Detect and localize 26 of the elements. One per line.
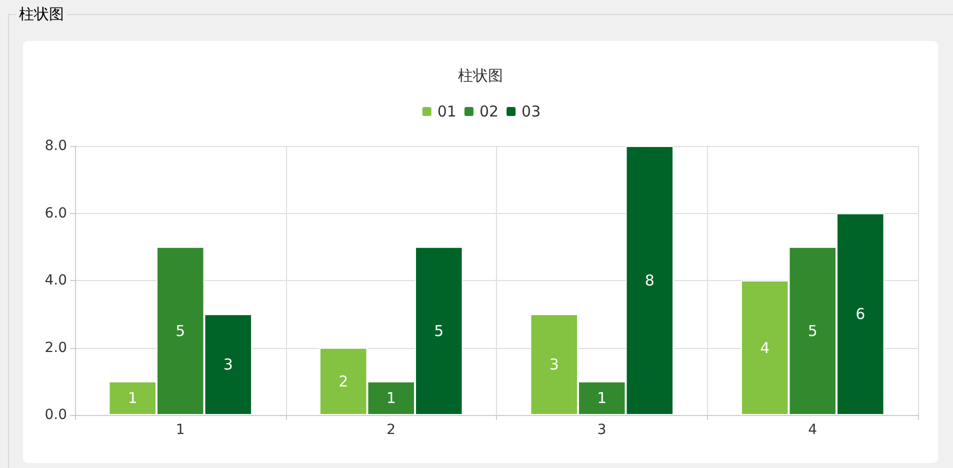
legend-label: 03: [522, 102, 541, 120]
data-label: 3: [223, 356, 233, 374]
x-tick-label: 3: [597, 422, 606, 438]
data-label: 6: [856, 305, 866, 324]
y-tick-label: 2.0: [44, 340, 67, 356]
y-tick-label: 4.0: [44, 272, 67, 288]
data-label: 1: [128, 389, 138, 408]
data-label: 8: [644, 272, 654, 290]
x-tick-label: 2: [386, 422, 396, 438]
data-label: 5: [808, 322, 818, 340]
data-label: 1: [597, 389, 607, 408]
x-tick-label: 4: [808, 422, 818, 438]
data-label: 4: [760, 338, 770, 357]
data-label: 1: [386, 389, 396, 408]
y-tick-label: 8.0: [44, 138, 67, 154]
data-label: 2: [338, 372, 348, 390]
legend-label: 01: [437, 102, 456, 120]
data-label: 5: [176, 322, 186, 340]
x-tick-label: 1: [176, 422, 185, 438]
data-label: 3: [549, 356, 559, 374]
legend-label: 02: [479, 102, 499, 120]
data-label: 5: [434, 322, 444, 340]
y-tick-label: 6.0: [44, 205, 67, 222]
chart-title: 柱状图: [458, 66, 503, 84]
text: 柱状图: [16, 5, 67, 24]
y-tick-label: 0.0: [44, 407, 67, 423]
